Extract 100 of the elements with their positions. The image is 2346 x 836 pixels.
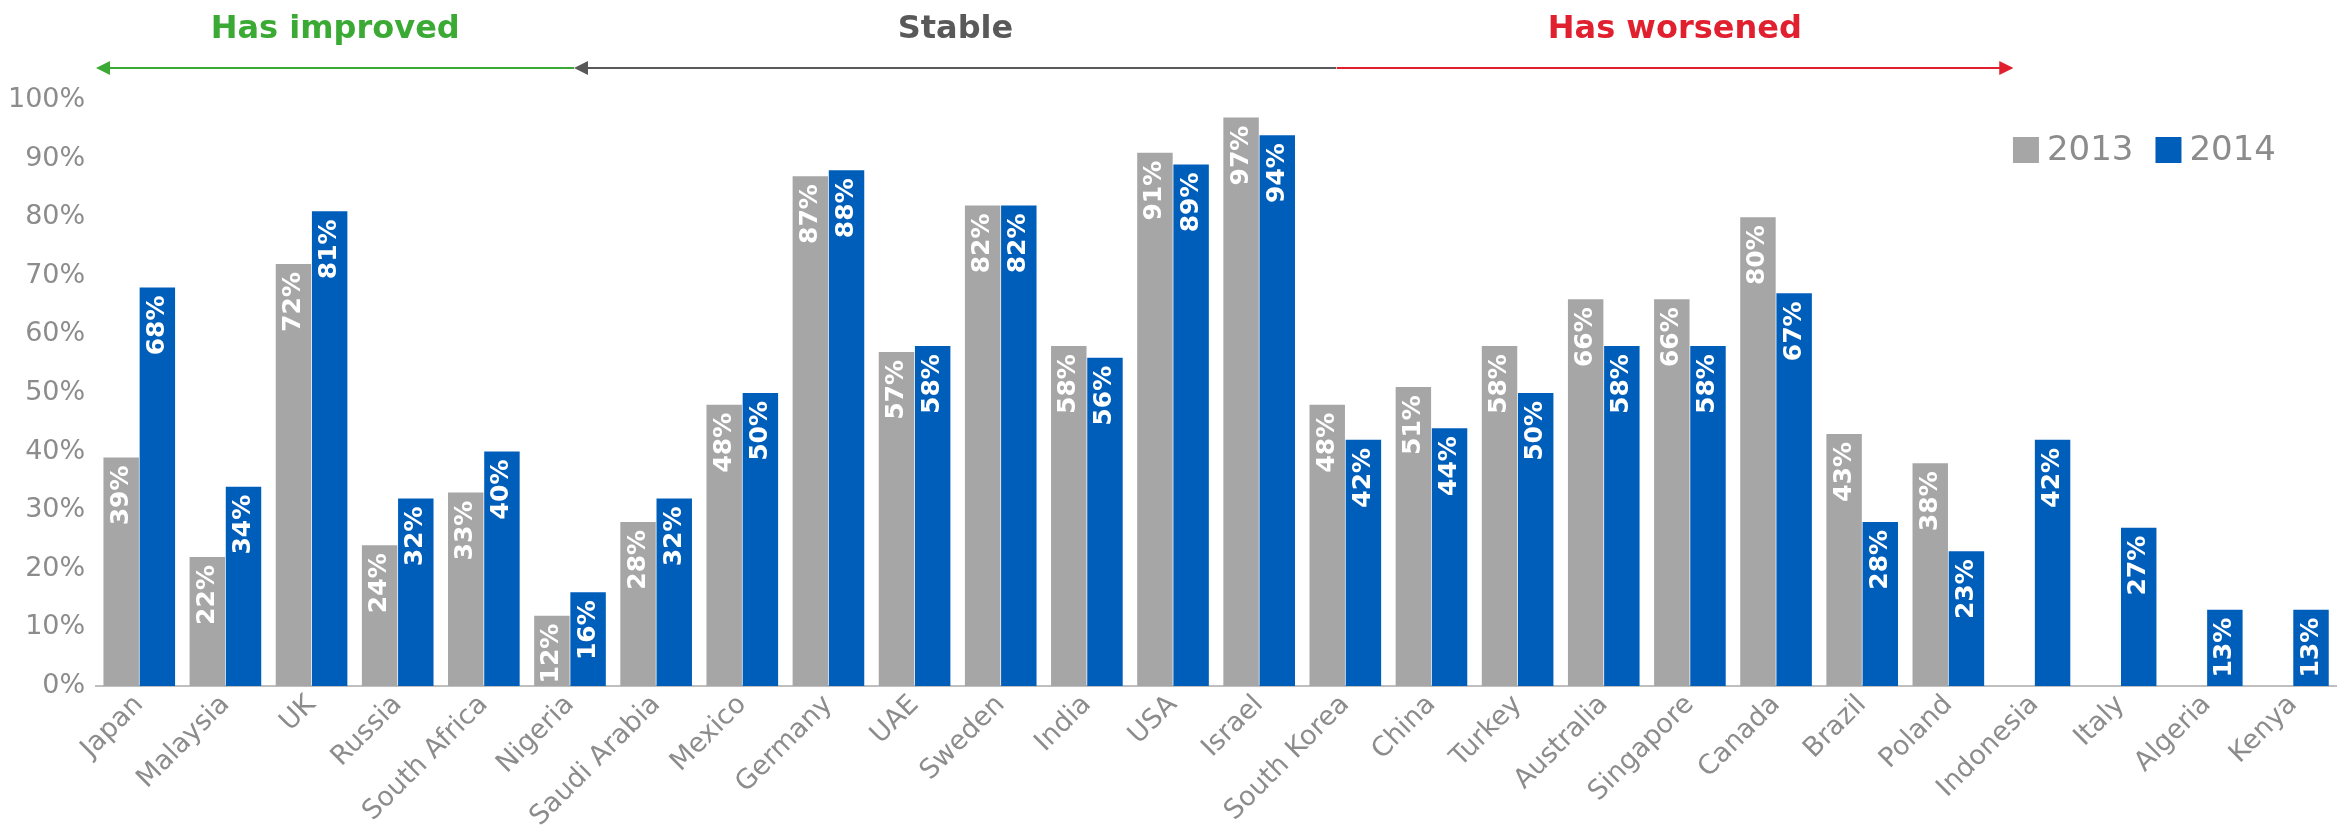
data-label: 48% xyxy=(1310,412,1340,473)
data-label: 42% xyxy=(1346,447,1376,508)
data-label: 72% xyxy=(276,272,306,332)
bar xyxy=(706,404,742,686)
data-label: 89% xyxy=(1174,172,1204,233)
bar xyxy=(1173,164,1209,686)
bar xyxy=(742,392,779,686)
data-label: 97% xyxy=(1224,125,1254,186)
data-label: 82% xyxy=(966,213,996,274)
y-tick-label: 20% xyxy=(25,550,86,582)
data-label: 66% xyxy=(1655,307,1685,368)
y-tick-label: 60% xyxy=(25,316,86,348)
bar xyxy=(311,211,348,686)
bar xyxy=(1690,346,1726,686)
y-tick-label: 10% xyxy=(25,609,86,641)
data-label: 13% xyxy=(2294,617,2324,678)
bar xyxy=(1137,152,1173,686)
data-label: 80% xyxy=(1741,225,1771,286)
bar xyxy=(1431,428,1468,686)
data-label: 58% xyxy=(1052,354,1082,414)
bar xyxy=(656,498,692,686)
bar xyxy=(1345,439,1382,686)
data-label: 40% xyxy=(485,459,515,520)
data-label: 42% xyxy=(2036,447,2066,508)
bar xyxy=(1826,433,1862,686)
bar xyxy=(828,170,865,686)
data-label: 68% xyxy=(140,295,170,356)
data-label: 22% xyxy=(190,565,220,625)
x-tick-label: UK xyxy=(272,686,322,737)
data-label: 81% xyxy=(313,219,343,280)
data-label: 38% xyxy=(1913,471,1943,532)
text: Stable xyxy=(897,8,1014,46)
data-label: 33% xyxy=(449,500,479,561)
data-label: 67% xyxy=(1777,301,1807,362)
data-label: 88% xyxy=(830,178,860,239)
data-label: 58% xyxy=(916,354,946,414)
data-label: 43% xyxy=(1827,441,1857,502)
data-label: 58% xyxy=(1605,354,1635,414)
data-label: 39% xyxy=(104,465,134,526)
bar xyxy=(484,451,520,686)
data-label: 23% xyxy=(1949,559,1979,620)
data-label: 50% xyxy=(1519,400,1549,461)
x-tick-label: USA xyxy=(1120,687,1183,750)
data-label: 82% xyxy=(1002,213,1032,274)
y-tick-label: 80% xyxy=(25,199,86,231)
bar xyxy=(620,521,656,686)
bar xyxy=(1740,217,1776,686)
legend-label: 2013 xyxy=(2046,127,2134,168)
data-label: 94% xyxy=(1260,143,1290,203)
data-label: 34% xyxy=(227,494,256,555)
data-label: 28% xyxy=(1863,529,1893,590)
data-label: 16% xyxy=(571,600,601,661)
bar xyxy=(1604,346,1640,686)
bar xyxy=(1481,346,1518,686)
y-tick-label: 30% xyxy=(25,492,86,524)
data-label: 50% xyxy=(743,400,773,461)
bar xyxy=(398,498,434,686)
bar xyxy=(103,457,139,686)
bar xyxy=(1309,404,1345,686)
bar xyxy=(275,264,312,686)
data-label: 32% xyxy=(399,506,429,567)
bar xyxy=(964,205,1001,686)
y-tick-label: 50% xyxy=(25,374,86,406)
data-label: 28% xyxy=(621,529,651,590)
data-label: 13% xyxy=(2208,617,2238,678)
bar xyxy=(139,287,176,686)
y-tick-label: 90% xyxy=(25,140,86,172)
bar xyxy=(1223,117,1259,686)
data-label: 24% xyxy=(363,553,393,614)
y-tick-label: 100% xyxy=(7,82,86,114)
bar xyxy=(1912,463,1948,686)
data-label: 51% xyxy=(1396,395,1426,455)
y-tick-label: 0% xyxy=(42,667,86,699)
data-label: 66% xyxy=(1569,307,1599,368)
legend-label: 2014 xyxy=(2189,127,2276,168)
data-label: 56% xyxy=(1088,365,1118,426)
data-label: 58% xyxy=(1691,354,1721,414)
bar xyxy=(1087,357,1123,686)
y-tick-label: 70% xyxy=(25,257,86,289)
data-label: 87% xyxy=(793,184,823,245)
data-label: 32% xyxy=(657,506,687,567)
bar xyxy=(1567,299,1604,686)
text: Has worsened xyxy=(1547,8,1802,46)
bar xyxy=(2034,439,2071,686)
bar xyxy=(792,176,829,686)
bar xyxy=(1517,392,1554,686)
bar xyxy=(1395,387,1432,686)
bar xyxy=(1001,205,1037,686)
data-label: 58% xyxy=(1483,354,1513,414)
data-label: 27% xyxy=(2122,535,2152,596)
bar xyxy=(878,351,915,686)
data-label: 91% xyxy=(1138,160,1168,221)
bar xyxy=(1776,293,1812,686)
bar xyxy=(1051,346,1087,686)
bar xyxy=(1654,299,1690,686)
text: Has improved xyxy=(210,8,460,46)
bar xyxy=(225,486,262,686)
data-label: 48% xyxy=(707,412,737,473)
data-label: 12% xyxy=(535,623,565,684)
bar xyxy=(1259,135,1295,686)
